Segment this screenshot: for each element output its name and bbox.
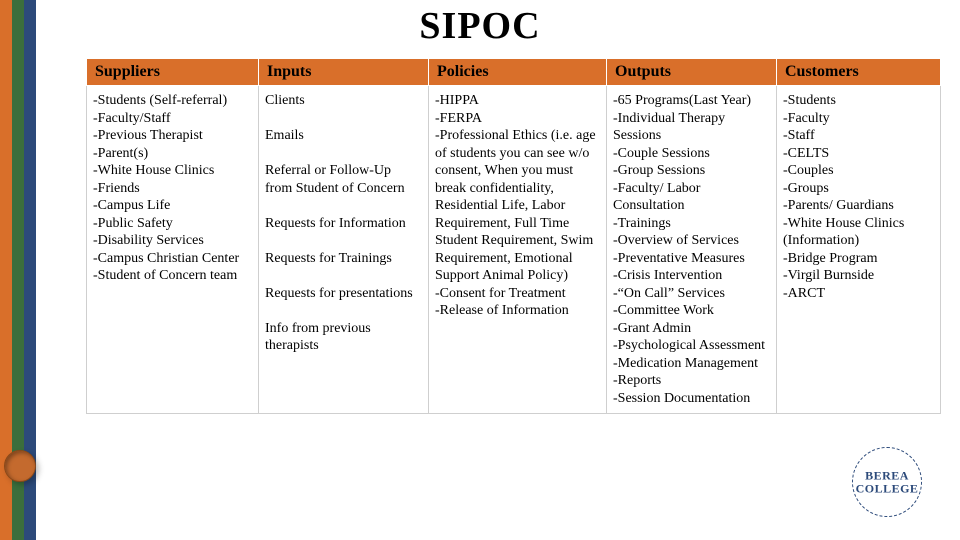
header-suppliers: Suppliers [87, 59, 259, 86]
logo-text: BEREA COLLEGE [856, 469, 919, 494]
sipoc-table: Suppliers Inputs Policies Outputs Custom… [86, 58, 941, 414]
table-row: -Students (Self-referral) -Faculty/Staff… [87, 86, 941, 414]
cell-suppliers: -Students (Self-referral) -Faculty/Staff… [87, 86, 259, 414]
header-inputs: Inputs [259, 59, 429, 86]
cell-inputs-text: Clients Emails Referral or Follow-Up fro… [265, 92, 420, 355]
cell-inputs: Clients Emails Referral or Follow-Up fro… [259, 86, 429, 414]
cell-customers-text: -Students -Faculty -Staff -CELTS -Couple… [783, 92, 932, 302]
slide: SIPOC Suppliers Inputs Policies Outputs … [0, 0, 960, 540]
cell-policies-text: -HIPPA -FERPA -Professional Ethics (i.e.… [435, 92, 598, 320]
cell-outputs: -65 Programs(Last Year) -Individual Ther… [607, 86, 777, 414]
logo-ring-icon: BEREA COLLEGE [852, 447, 922, 517]
table-header-row: Suppliers Inputs Policies Outputs Custom… [87, 59, 941, 86]
slide-title: SIPOC [0, 4, 960, 48]
cell-outputs-text: -65 Programs(Last Year) -Individual Ther… [613, 92, 768, 407]
bullet-decoration-icon [4, 450, 36, 482]
logo-line2: COLLEGE [856, 481, 919, 495]
cell-suppliers-text: -Students (Self-referral) -Faculty/Staff… [93, 92, 250, 285]
cell-customers: -Students -Faculty -Staff -CELTS -Couple… [777, 86, 941, 414]
header-policies: Policies [429, 59, 607, 86]
header-customers: Customers [777, 59, 941, 86]
header-outputs: Outputs [607, 59, 777, 86]
cell-policies: -HIPPA -FERPA -Professional Ethics (i.e.… [429, 86, 607, 414]
berea-college-logo: BEREA COLLEGE [832, 442, 942, 522]
